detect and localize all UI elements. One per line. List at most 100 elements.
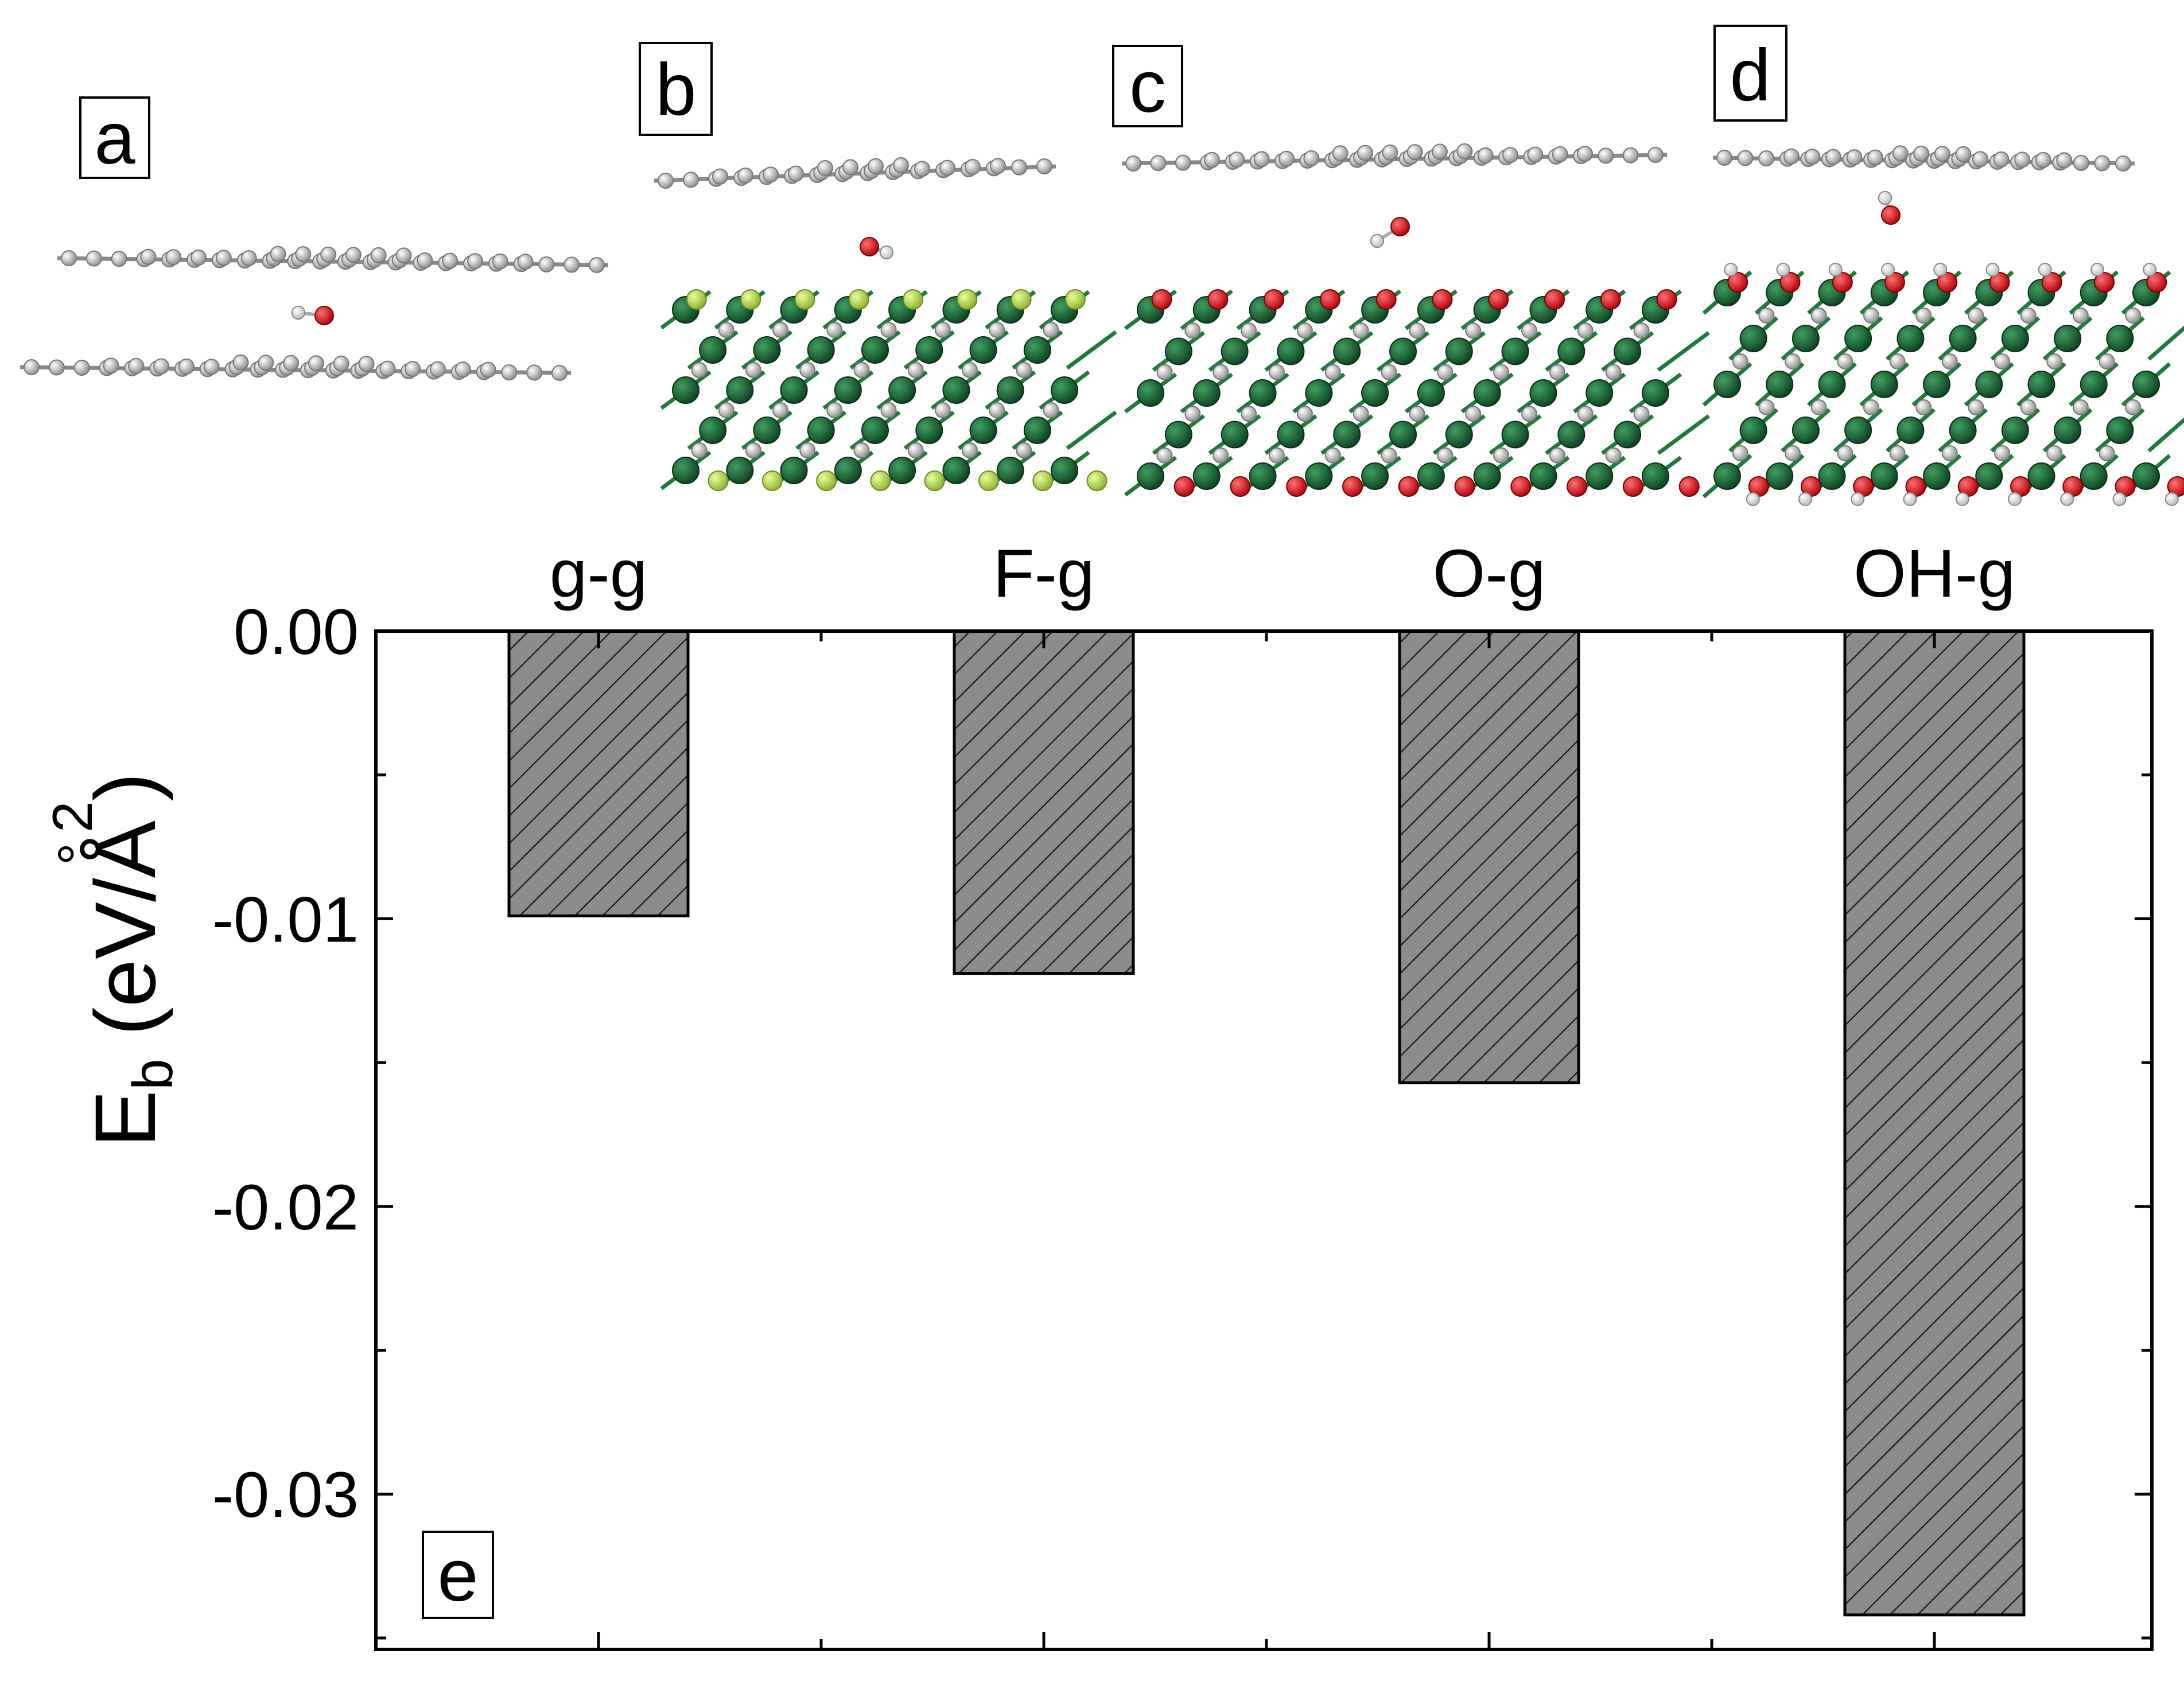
termination-atom-top	[1151, 289, 1172, 310]
carbon-atom	[691, 362, 708, 378]
termination-atom-top	[1832, 272, 1853, 293]
category-label: O-g	[1433, 536, 1546, 612]
carbon-atom	[165, 249, 182, 266]
termination-atom-bottom	[870, 470, 891, 491]
carbon-atom	[1892, 145, 1909, 162]
termination-atom-top	[1064, 289, 1086, 310]
carbon-atom	[745, 442, 761, 458]
hydrogen-atom	[2164, 492, 2179, 506]
metal-atom	[969, 417, 997, 444]
metal-atom	[1501, 337, 1529, 365]
metal-atom	[1529, 379, 1557, 407]
metal-atom	[861, 336, 889, 364]
carbon-atom	[1863, 399, 1879, 415]
hydrogen-atom	[1878, 190, 1892, 205]
carbon-atom	[1716, 150, 1732, 166]
carbon-atom	[893, 157, 909, 173]
hydrogen-atom	[1370, 234, 1385, 248]
hydrogen-atom	[2090, 263, 2104, 277]
carbon-atom	[1955, 146, 1972, 162]
carbon-atom	[907, 362, 924, 378]
carbon-atom	[2035, 151, 2051, 168]
metal-atom	[1897, 417, 1925, 444]
metal-atom	[1473, 462, 1501, 490]
carbon-atom	[395, 247, 412, 264]
metal-atom	[1923, 371, 1950, 398]
carbon-atom	[517, 254, 534, 270]
panel-d: d	[1702, 25, 2184, 506]
metal-atom	[2001, 417, 2029, 444]
termination-atom-top	[903, 289, 923, 310]
carbon-atom	[1353, 406, 1369, 422]
hydrogen-atom	[1828, 263, 1843, 277]
carbon-atom	[1863, 308, 1879, 324]
metal-atom	[1870, 371, 1898, 398]
carbon-atom	[492, 253, 508, 270]
termination-atom-bottom	[1567, 476, 1588, 497]
metal-atom	[1949, 325, 1977, 352]
carbon-atom	[103, 357, 119, 374]
carbon-atom	[1810, 308, 1827, 324]
termination-atom-top	[1727, 272, 1748, 293]
metal-atom	[807, 417, 835, 444]
carbon-atom	[240, 250, 257, 266]
carbon-atom	[526, 364, 543, 381]
metal-atom	[1818, 371, 1846, 398]
carbon-atom	[788, 165, 804, 182]
metal-atom	[1221, 421, 1249, 449]
carbon-atom	[1036, 158, 1052, 174]
carbon-atom	[1502, 147, 1518, 164]
carbon-atom	[1577, 322, 1594, 339]
metal-atom	[672, 376, 699, 404]
carbon-atom	[429, 361, 446, 378]
metal-atom	[1305, 462, 1333, 490]
carbon-atom	[1837, 445, 1853, 461]
metal-atom	[1614, 421, 1642, 449]
slab-bond	[2147, 325, 2184, 361]
carbon-atom	[191, 249, 207, 266]
termination-atom-bottom	[816, 470, 837, 491]
metal-atom	[942, 376, 970, 404]
metal-atom	[1051, 376, 1078, 404]
oh-terminated-slab	[1702, 263, 2184, 506]
metal-atom	[753, 417, 781, 444]
metal-atom	[1051, 457, 1078, 484]
termination-atom-top	[1488, 289, 1509, 310]
carbon-atom	[934, 402, 951, 418]
termination-atom-top	[1432, 289, 1453, 310]
metal-atom	[1277, 421, 1305, 449]
metal-atom	[834, 376, 862, 404]
metal-atom	[1389, 421, 1417, 449]
carbon-atom	[826, 402, 843, 418]
carbon-atom	[308, 355, 324, 372]
water-molecule	[1370, 217, 1410, 248]
carbon-atom	[1156, 364, 1173, 380]
carbon-atom	[2014, 151, 2031, 168]
carbon-atom	[880, 322, 897, 338]
termination-atom-bottom	[761, 470, 783, 491]
metal-atom	[753, 336, 781, 364]
termination-atom-top	[794, 289, 815, 310]
y-axis-title-angstrom: Å	[77, 820, 173, 878]
carbon-atom	[283, 355, 300, 371]
metal-atom	[1445, 337, 1473, 365]
termination-atom-top	[957, 289, 978, 310]
carbon-atom	[379, 360, 396, 377]
hydrogen-atom	[2008, 492, 2022, 506]
carbon-atom	[2072, 399, 2089, 415]
carbon-atom	[538, 256, 555, 273]
carbon-atom	[1296, 406, 1313, 422]
carbon-atom	[1381, 447, 1397, 464]
carbon-atom	[914, 161, 930, 177]
termination-atom-top	[1544, 289, 1565, 310]
metal-atom	[996, 457, 1024, 484]
carbon-atom	[1915, 399, 1932, 415]
carbon-atom	[1913, 145, 1930, 162]
graphene-sheet	[1121, 143, 1668, 172]
carbon-atom	[86, 250, 102, 267]
carbon-atom	[2125, 308, 2142, 324]
metal-atom	[2106, 417, 2134, 444]
metal-atom	[699, 417, 727, 444]
oxygen-atom	[860, 237, 879, 256]
